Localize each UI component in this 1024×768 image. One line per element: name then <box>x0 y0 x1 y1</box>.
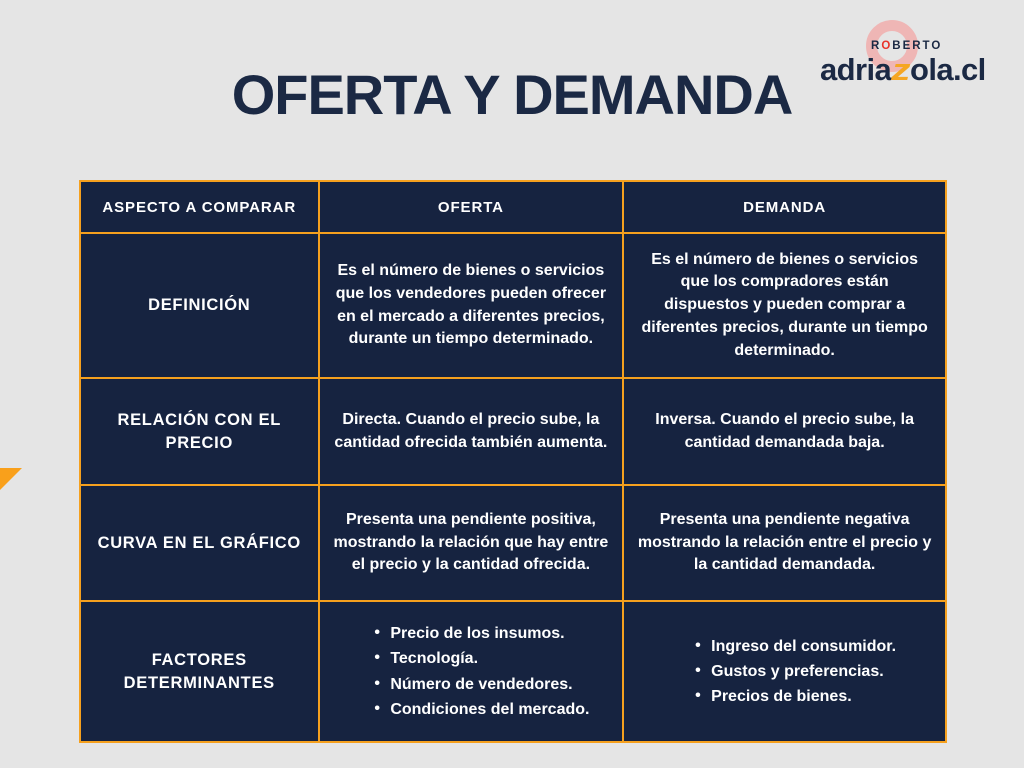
list-item: Precio de los insumos. <box>374 620 589 646</box>
cell-factores-oferta: Precio de los insumos.Tecnología.Número … <box>317 600 625 743</box>
logo-circle-icon <box>866 20 918 72</box>
column-header-aspect: ASPECTO A COMPARAR <box>79 180 320 234</box>
logo-roberto-suffix: BERTO <box>892 40 943 52</box>
table-row: DEFINICIÓN Es el número de bienes o serv… <box>79 232 947 379</box>
row-label-definicion: DEFINICIÓN <box>79 232 320 379</box>
list-item: Ingreso del consumidor. <box>695 633 896 659</box>
column-header-demanda: DEMANDA <box>622 180 947 234</box>
comparison-table: ASPECTO A COMPARAR OFERTA DEMANDA DEFINI… <box>79 180 947 743</box>
list-item: Gustos y preferencias. <box>695 658 896 684</box>
logo-brand-prefix: adria <box>820 52 892 87</box>
factores-demanda-list: Ingreso del consumidor.Gustos y preferen… <box>673 633 896 710</box>
logo-brand-accent-letter: z <box>891 52 910 87</box>
table-row: CURVA EN EL GRÁFICO Presenta una pendien… <box>79 484 947 602</box>
cell-factores-demanda: Ingreso del consumidor.Gustos y preferen… <box>622 600 947 743</box>
logo-roberto-prefix: R <box>871 40 882 52</box>
cell-curva-oferta: Presenta una pendiente positiva, mostran… <box>317 484 625 602</box>
brand-logo[interactable]: ROBERTO adriazola.cl <box>820 18 996 90</box>
row-label-curva-grafico: CURVA EN EL GRÁFICO <box>79 484 320 602</box>
cell-definicion-demanda: Es el número de bienes o servicios que l… <box>622 232 947 379</box>
cell-curva-demanda: Presenta una pendiente negativa mostrand… <box>622 484 947 602</box>
logo-brand-text: adriazola.cl <box>820 52 986 88</box>
list-item: Número de vendedores. <box>374 670 589 697</box>
table-row: FACTORES DETERMINANTES Precio de los ins… <box>79 600 947 743</box>
table-body: DEFINICIÓN Es el número de bienes o serv… <box>79 232 947 743</box>
row-label-factores-determinantes: FACTORES DETERMINANTES <box>79 600 320 743</box>
cell-definicion-oferta: Es el número de bienes o servicios que l… <box>317 232 625 379</box>
list-item: Precios de bienes. <box>695 683 896 709</box>
logo-roberto-accent-letter: O <box>881 40 893 52</box>
cell-relacion-demanda: Inversa. Cuando el precio sube, la canti… <box>622 377 947 486</box>
logo-brand-suffix: ola.cl <box>910 52 986 87</box>
factores-oferta-list: Precio de los insumos.Tecnología.Número … <box>352 620 589 722</box>
list-item: Tecnología. <box>374 645 589 671</box>
page-title: OFERTA Y DEMANDA <box>231 63 794 126</box>
table-header: ASPECTO A COMPARAR OFERTA DEMANDA <box>79 180 947 234</box>
logo-roberto-text: ROBERTO <box>871 40 942 52</box>
table-row: RELACIÓN CON EL PRECIO Directa. Cuando e… <box>79 377 947 486</box>
row-label-relacion-precio: RELACIÓN CON EL PRECIO <box>79 377 320 486</box>
column-header-oferta: OFERTA <box>317 180 625 234</box>
cell-relacion-oferta: Directa. Cuando el precio sube, la canti… <box>317 377 625 486</box>
list-item: Condiciones del mercado. <box>374 696 589 722</box>
table-header-row: ASPECTO A COMPARAR OFERTA DEMANDA <box>79 180 947 234</box>
